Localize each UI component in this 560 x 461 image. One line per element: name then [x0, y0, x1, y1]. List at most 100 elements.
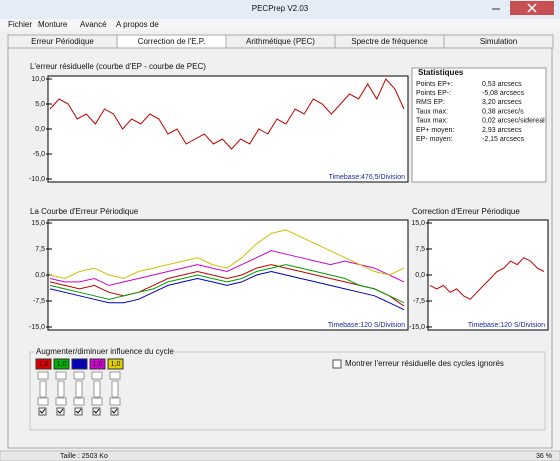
stat-value: 0,02 arcsec/sidereal — [482, 118, 545, 125]
data-line — [49, 78, 405, 150]
factor-box[interactable] — [71, 358, 88, 370]
check-mark — [93, 408, 100, 414]
y-tick-label: 5,0 — [35, 101, 45, 108]
y-tick-label: -5,0 — [33, 151, 45, 158]
factor-box[interactable] — [35, 358, 52, 370]
y-tick-label: -15,0 — [409, 324, 425, 331]
chart-title: La Courbe d'Erreur Périodique — [30, 207, 139, 216]
chart-title: L'erreur résiduelle (courbe d'EP - courb… — [30, 62, 206, 71]
y-tick-label: 0,0 — [415, 272, 425, 279]
factor-box[interactable] — [53, 358, 70, 370]
factor-label: 1,0 — [93, 361, 103, 368]
slider-track — [39, 380, 47, 398]
stat-label: RMS EP: — [416, 99, 445, 106]
tab-label[interactable]: Arithmétique (PEC) — [246, 37, 315, 46]
spin-up[interactable] — [91, 371, 103, 380]
y-tick-label: -7,5 — [33, 298, 45, 305]
stat-value: 0,53 arcsecs — [482, 81, 522, 88]
checkbox-label[interactable]: Montrer l'erreur résiduelle des cycles i… — [345, 359, 504, 368]
tab-label[interactable]: Simulation — [480, 37, 517, 46]
cycle-checkbox[interactable] — [74, 407, 83, 416]
data-line — [429, 257, 545, 300]
tab[interactable] — [443, 34, 554, 49]
factor-box[interactable] — [107, 358, 124, 370]
timebase-label: Timebase:476,5/Division — [329, 174, 405, 181]
spin-down[interactable] — [109, 397, 121, 406]
check-mark — [39, 408, 46, 414]
tab-label[interactable]: Spectre de fréquence — [351, 37, 428, 46]
spin-up[interactable] — [73, 371, 85, 380]
data-line — [49, 264, 405, 304]
data-line — [49, 250, 405, 286]
checkbox[interactable] — [332, 359, 342, 369]
status-bar — [0, 450, 560, 461]
stat-value: 0,38 arcsec/s — [482, 108, 524, 115]
statistics-box — [411, 67, 547, 183]
menu-item[interactable]: Avancé — [80, 20, 107, 29]
factor-label: 1,0 — [57, 361, 67, 368]
menu-item[interactable]: Monture — [38, 20, 68, 29]
check-mark — [111, 408, 118, 414]
window-title: PECPrep V2.03 — [252, 4, 309, 13]
spin-up[interactable] — [109, 371, 121, 380]
factor-label: 1,0 — [111, 361, 121, 368]
menu-item[interactable]: Fichier — [8, 20, 32, 29]
stat-label: Taux max: — [416, 108, 448, 115]
group-title-bg — [34, 348, 174, 357]
stat-label: EP+ moyen: — [416, 127, 454, 134]
statistics-title: Statistiques — [418, 68, 464, 77]
stat-value: -2,15 arcsecs — [482, 136, 525, 143]
slider-track — [75, 380, 83, 398]
y-tick-label: 0,0 — [35, 272, 45, 279]
data-line — [49, 229, 405, 280]
group-title: Augmenter/diminuer influence du cycle — [36, 347, 174, 356]
slider-track — [111, 380, 119, 398]
stat-value: -5,08 arcsecs — [482, 90, 525, 97]
cycle-checkbox[interactable] — [110, 407, 119, 416]
cycle-checkbox[interactable] — [56, 407, 65, 416]
tab-label[interactable]: Correction de l'E.P. — [138, 37, 206, 46]
spin-down[interactable] — [55, 397, 67, 406]
cycle-checkbox[interactable] — [38, 407, 47, 416]
y-tick-label: -7,5 — [413, 298, 425, 305]
y-tick-label: 15,0 — [411, 220, 425, 227]
data-line — [49, 270, 405, 311]
cycle-group-box — [29, 351, 546, 431]
y-tick-label: 0,0 — [35, 126, 45, 133]
spin-down[interactable] — [91, 397, 103, 406]
close-icon — [527, 3, 537, 13]
spin-up[interactable] — [55, 371, 67, 380]
data-line — [49, 264, 405, 307]
check-mark — [57, 408, 64, 414]
title-bar — [0, 0, 560, 19]
timebase-label: Timebase:120 S/Division — [468, 322, 545, 329]
tab-label[interactable]: Erreur Périodique — [31, 37, 94, 46]
spin-up[interactable] — [37, 371, 49, 380]
y-tick-label: 7,5 — [35, 246, 45, 253]
y-tick-label: 10,0 — [31, 76, 45, 83]
chart-title: Correction d'Erreur Périodique — [412, 207, 520, 216]
stat-label: Taux max: — [416, 118, 448, 125]
stat-label: Points EP-: — [416, 90, 451, 97]
spin-down[interactable] — [37, 397, 49, 406]
check-mark — [75, 408, 82, 414]
stat-label: Points EP+: — [416, 81, 453, 88]
factor-label: 1,0 — [39, 361, 49, 368]
factor-box[interactable] — [89, 358, 106, 370]
cycle-checkbox[interactable] — [92, 407, 101, 416]
plot-area — [47, 219, 409, 331]
status-zoom: 36 % — [536, 453, 552, 460]
slider-track — [93, 380, 101, 398]
factor-label: 1,0 — [75, 361, 85, 368]
spin-down[interactable] — [73, 397, 85, 406]
y-tick-label: -15,0 — [29, 324, 45, 331]
y-tick-label: 15,0 — [31, 220, 45, 227]
plot-area — [427, 219, 549, 331]
minimize-button[interactable] — [484, 1, 508, 15]
timebase-label: Timebase:120 S/Division — [328, 322, 405, 329]
y-tick-label: -10,0 — [29, 176, 45, 183]
menu-item[interactable]: A propos de — [116, 20, 159, 29]
slider-track — [57, 380, 65, 398]
